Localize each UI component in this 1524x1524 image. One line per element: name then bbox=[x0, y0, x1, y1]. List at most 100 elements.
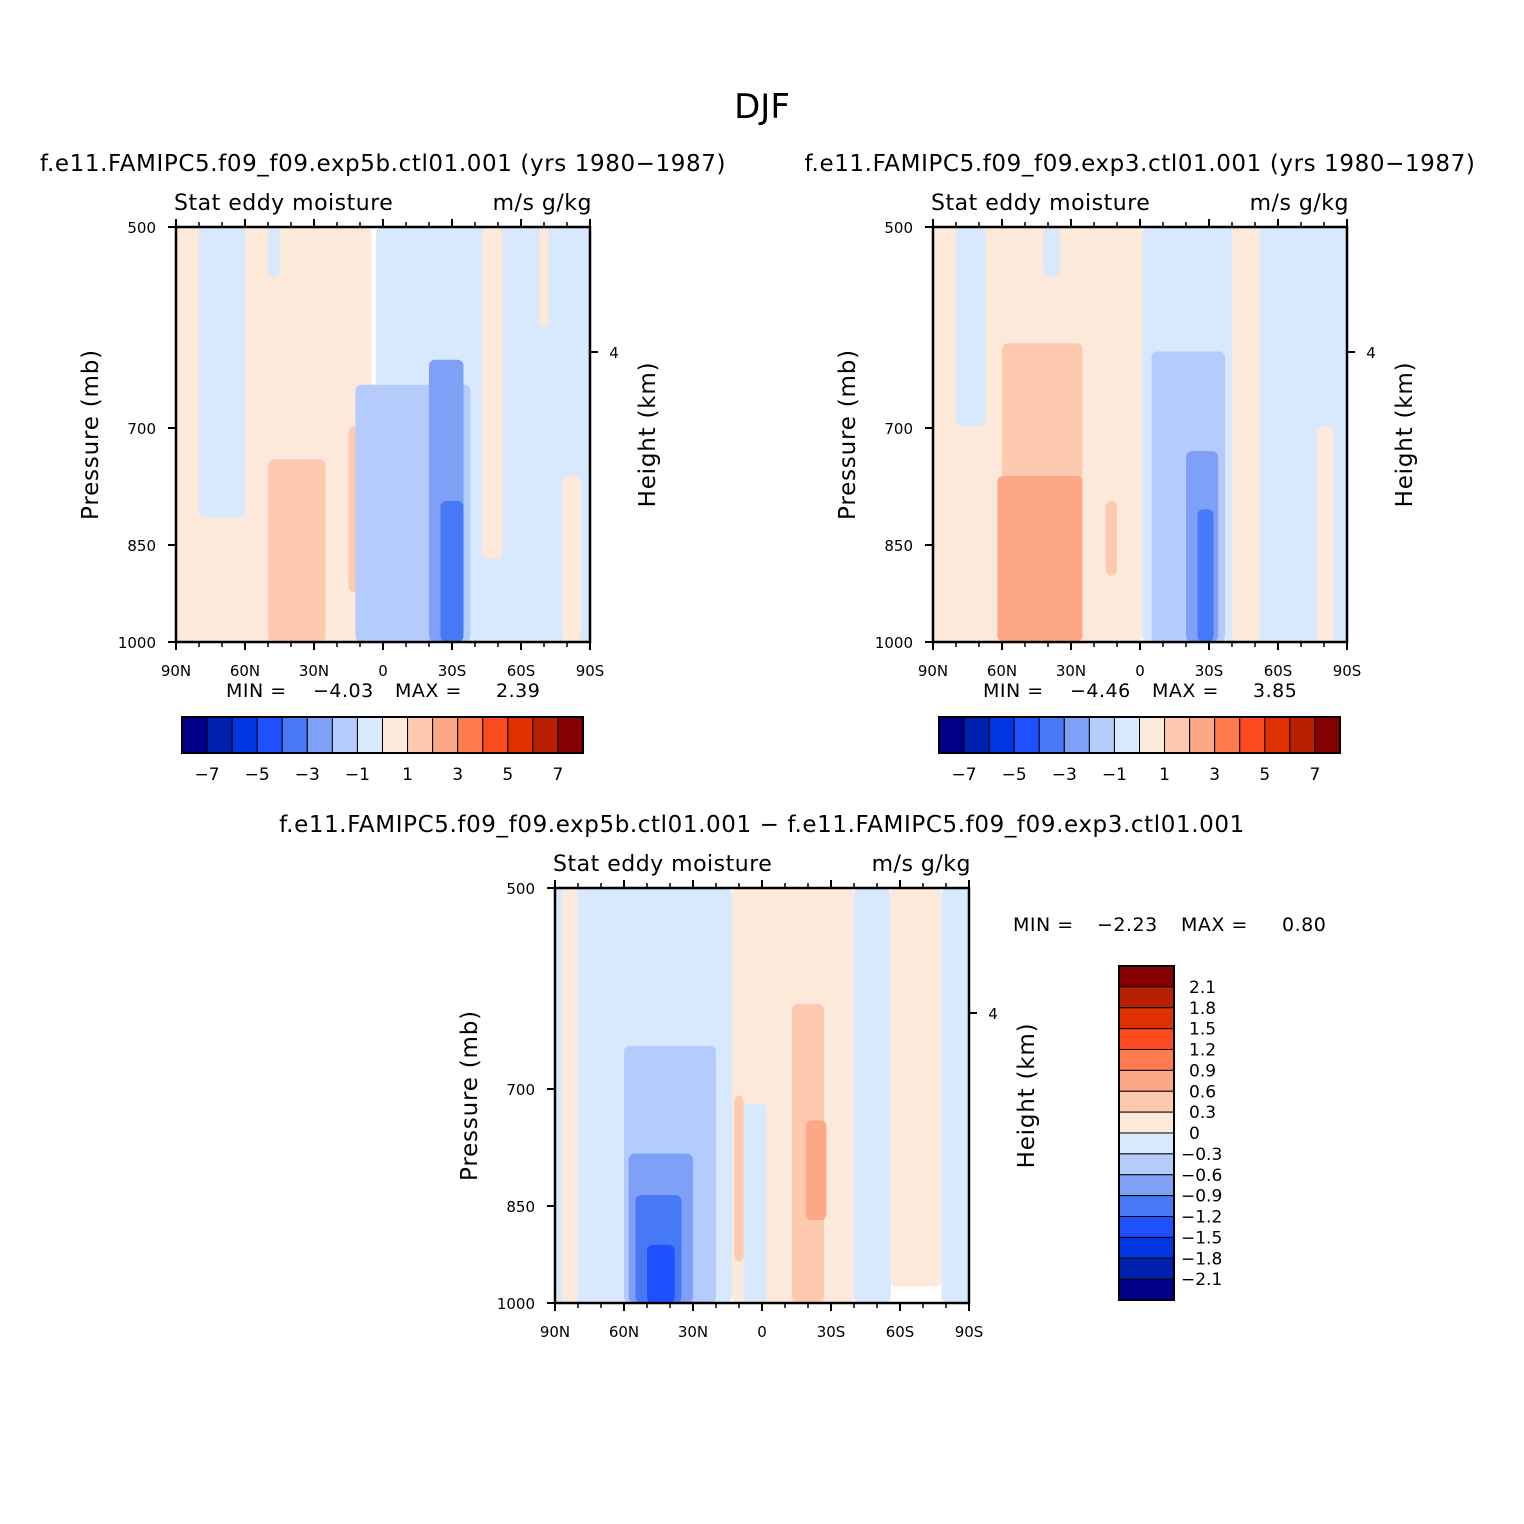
colorbar-box bbox=[181, 716, 208, 754]
x-tick-label: 90S bbox=[576, 662, 605, 680]
y-tick-label: 850 bbox=[884, 537, 913, 555]
colorbar-label: 3 bbox=[452, 765, 463, 785]
colorbar-label: 1 bbox=[1159, 765, 1170, 785]
colorbar-frame bbox=[181, 716, 584, 754]
x-tick-label: 0 bbox=[757, 1323, 767, 1341]
min-value: −4.03 bbox=[313, 680, 374, 702]
colorbar-box bbox=[1118, 1174, 1175, 1197]
colorbar-label: 1 bbox=[402, 765, 413, 785]
colorbar-label: 0.9 bbox=[1189, 1061, 1216, 1081]
colorbar-label: 0.6 bbox=[1189, 1082, 1216, 1102]
x-tick-label: 90N bbox=[918, 662, 948, 680]
colorbar-box bbox=[1139, 716, 1166, 754]
colorbar-label: 1.5 bbox=[1189, 1020, 1216, 1040]
colorbar-label: 5 bbox=[502, 765, 513, 785]
contour-region-nh-neg-band bbox=[199, 227, 245, 518]
colorbar-box bbox=[231, 716, 258, 754]
colorbar-box bbox=[432, 716, 459, 754]
colorbar-label: 1.8 bbox=[1189, 999, 1216, 1019]
y-axis-label: Pressure (mb) bbox=[457, 1010, 483, 1181]
contour-region-nh-core-3 bbox=[1105, 500, 1117, 576]
colorbar-label: −3 bbox=[295, 765, 320, 785]
colorbar-label: −5 bbox=[1002, 765, 1027, 785]
max-label: MAX = bbox=[1181, 914, 1248, 936]
subtitle-right: m/s g/kg bbox=[1250, 191, 1349, 216]
y-axis-right-label: Height (km) bbox=[1392, 362, 1418, 508]
colorbar-box bbox=[532, 716, 559, 754]
panel-2: f.e11.FAMIPC5.f09_f09.exp3.ctl01.001 (yr… bbox=[805, 151, 1475, 785]
colorbar-label: 1.2 bbox=[1189, 1041, 1216, 1061]
panel-1: f.e11.FAMIPC5.f09_f09.exp5b.ctl01.001 (y… bbox=[40, 151, 726, 785]
colorbar-box bbox=[331, 716, 358, 754]
subtitle-left: Stat eddy moisture bbox=[174, 191, 393, 216]
colorbar-box bbox=[1289, 716, 1316, 754]
contour-region-nh-core-2 bbox=[997, 476, 1083, 642]
x-tick-label: 90N bbox=[161, 662, 191, 680]
x-tick-label: 90S bbox=[955, 1323, 984, 1341]
x-tick-label: 30N bbox=[299, 662, 329, 680]
y-axis-label: Pressure (mb) bbox=[835, 349, 861, 520]
colorbar-label: −2.1 bbox=[1181, 1270, 1222, 1290]
colorbar-box bbox=[1118, 1132, 1175, 1155]
colorbar-label: 7 bbox=[1310, 765, 1321, 785]
contour-region-sh-pos-strip bbox=[1232, 227, 1260, 642]
x-tick-label: 60S bbox=[886, 1323, 915, 1341]
min-value: −2.23 bbox=[1097, 914, 1158, 936]
min-label: MIN = bbox=[1013, 914, 1074, 936]
max-label: MAX = bbox=[1152, 680, 1219, 702]
colorbar-box bbox=[1264, 716, 1291, 754]
colorbar-label: −7 bbox=[195, 765, 220, 785]
colorbar-box bbox=[281, 716, 308, 754]
contour-region-sh-pos-3 bbox=[805, 1120, 827, 1220]
y-tick-label: 1000 bbox=[118, 634, 156, 652]
x-tick-label: 90N bbox=[540, 1323, 570, 1341]
contour-region-nh-pos-strip bbox=[561, 888, 578, 1303]
colorbar-box bbox=[1013, 716, 1040, 754]
colorbar-box bbox=[1118, 1278, 1175, 1301]
panel-3: f.e11.FAMIPC5.f09_f09.exp5b.ctl01.001 − … bbox=[279, 812, 1326, 1341]
colorbar-box bbox=[988, 716, 1015, 754]
colorbar-label: −1.2 bbox=[1181, 1208, 1222, 1228]
x-tick-label: 30N bbox=[1056, 662, 1086, 680]
y-tick-label: 700 bbox=[506, 1081, 535, 1099]
max-label: MAX = bbox=[395, 680, 462, 702]
colorbar-box bbox=[1118, 1195, 1175, 1217]
colorbar-frame bbox=[1118, 965, 1175, 1301]
colorbar-label: −7 bbox=[952, 765, 977, 785]
colorbar-box bbox=[938, 716, 965, 754]
x-tick-label: 90S bbox=[1333, 662, 1362, 680]
colorbar-box bbox=[1118, 1028, 1175, 1050]
colorbar-box bbox=[1118, 986, 1175, 1009]
colorbar-label: 5 bbox=[1259, 765, 1270, 785]
colorbar-box bbox=[1118, 1007, 1175, 1030]
x-tick-label: 0 bbox=[1135, 662, 1145, 680]
colorbar-box bbox=[1118, 1111, 1175, 1134]
min-label: MIN = bbox=[226, 680, 287, 702]
figure-title: DJF bbox=[734, 87, 790, 127]
contour-region-sh-neg-far bbox=[941, 888, 969, 1303]
max-value: 2.39 bbox=[496, 680, 540, 702]
colorbar-box bbox=[256, 716, 283, 754]
y-tick-label: 500 bbox=[506, 880, 535, 898]
x-tick-label: 0 bbox=[378, 662, 388, 680]
y-right-tick-label: 4 bbox=[988, 1005, 998, 1023]
x-tick-label: 60S bbox=[507, 662, 536, 680]
y-tick-label: 850 bbox=[127, 537, 156, 555]
colorbar-box bbox=[963, 716, 990, 754]
y-axis-label: Pressure (mb) bbox=[78, 349, 104, 520]
colorbar-box bbox=[482, 716, 509, 754]
colorbar-box bbox=[1063, 716, 1090, 754]
contour-region-nh-neg-strip bbox=[1043, 227, 1060, 277]
colorbar-box bbox=[306, 716, 333, 754]
subtitle-left: Stat eddy moisture bbox=[553, 852, 772, 877]
y-right-tick-label: 4 bbox=[609, 344, 619, 362]
colorbar-box bbox=[206, 716, 233, 754]
max-value: 0.80 bbox=[1282, 914, 1326, 936]
colorbar-label: 7 bbox=[553, 765, 564, 785]
colorbar-box bbox=[1189, 716, 1216, 754]
y-tick-label: 500 bbox=[127, 219, 156, 237]
contour-region-eq-neg-strip bbox=[743, 1103, 767, 1303]
y-tick-label: 500 bbox=[884, 219, 913, 237]
colorbar-box bbox=[1118, 1216, 1175, 1238]
case-title: f.e11.FAMIPC5.f09_f09.exp5b.ctl01.001 (y… bbox=[40, 151, 726, 177]
